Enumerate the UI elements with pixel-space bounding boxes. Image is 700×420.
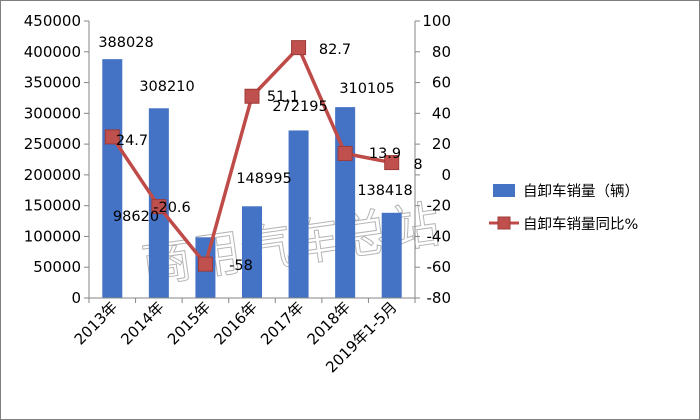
line-data-label: 8 [413, 157, 422, 173]
bar-4 [288, 130, 309, 298]
bar-data-label: 388028 [98, 35, 153, 51]
line-marker-1 [151, 199, 167, 215]
line-data-label: 82.7 [319, 42, 351, 58]
legend-label-bar: 自卸车销量（辆） [523, 183, 639, 200]
left-tick-label: 300000 [24, 104, 81, 122]
left-tick-label: 100000 [24, 227, 81, 245]
bar-6 [381, 212, 402, 298]
line-data-label: 13.9 [369, 146, 401, 162]
line-marker-2 [197, 256, 213, 272]
line-data-label: 51.1 [267, 89, 299, 105]
line-data-label: -58 [229, 258, 253, 274]
right-tick-label: -20 [427, 197, 452, 215]
left-tick-label: 250000 [24, 135, 81, 153]
category-label: 2015年 [164, 298, 214, 348]
bar-data-label: 138418 [357, 183, 412, 199]
category-label: 2017年 [257, 298, 307, 348]
right-tick-label: -80 [427, 289, 452, 307]
left-tick-label: 200000 [24, 166, 81, 184]
right-tick-label: -60 [427, 258, 452, 276]
line-marker-6 [384, 155, 400, 171]
right-tick-label: 20 [432, 135, 451, 153]
legend: 自卸车销量（辆） 自卸车销量同比% [489, 183, 639, 233]
bar-data-labels: 388028 308210 98620 148995 272195 310105 13841… [98, 35, 412, 225]
left-tick-label: 350000 [24, 74, 81, 92]
line-marker-4 [291, 40, 307, 56]
left-tick-label: 150000 [24, 197, 81, 215]
category-label: 2016年 [210, 298, 260, 348]
right-tick-label: 100 [422, 12, 451, 30]
right-axis-ticks: -80 -60 -40 -20 0 20 40 60 80 100 [415, 12, 451, 307]
bar-3 [242, 206, 262, 298]
left-axis-ticks: 0 50000 100000 150000 200000 250000 300000 3500… [24, 12, 89, 307]
right-tick-label: 40 [432, 104, 451, 122]
bar-0 [102, 59, 123, 298]
line-marker-5 [337, 145, 353, 161]
category-label: 2014年 [117, 298, 167, 348]
right-tick-label: 60 [432, 74, 451, 92]
bar-data-label: 148995 [236, 171, 291, 187]
legend-label-line: 自卸车销量同比% [523, 216, 638, 233]
line-marker-0 [104, 129, 120, 145]
left-tick-label: 0 [71, 289, 81, 307]
line-data-label: -20.6 [153, 200, 191, 216]
right-tick-label: 80 [432, 43, 451, 61]
legend-item-bar: 自卸车销量（辆） [493, 183, 639, 200]
line-series [104, 40, 400, 272]
legend-swatch-bar [493, 184, 515, 197]
left-tick-label: 400000 [24, 43, 81, 61]
left-tick-label: 50000 [33, 258, 81, 276]
bar-data-label: 98620 [113, 209, 159, 225]
axes [88, 21, 416, 299]
right-tick-label: 0 [441, 166, 451, 184]
line-data-labels: 24.7 -20.6 -58 51.1 82.7 13.9 8 [116, 42, 423, 274]
bar-data-label: 272195 [272, 99, 327, 115]
bar-data-label: 310105 [339, 81, 394, 97]
bar-data-label: 308210 [139, 79, 194, 95]
legend-swatch-marker [497, 216, 511, 230]
right-tick-label: -40 [427, 227, 452, 245]
line-data-label: 24.7 [116, 133, 148, 149]
left-tick-label: 450000 [24, 12, 81, 30]
line-marker-3 [244, 88, 260, 104]
legend-item-line: 自卸车销量同比% [489, 216, 638, 233]
